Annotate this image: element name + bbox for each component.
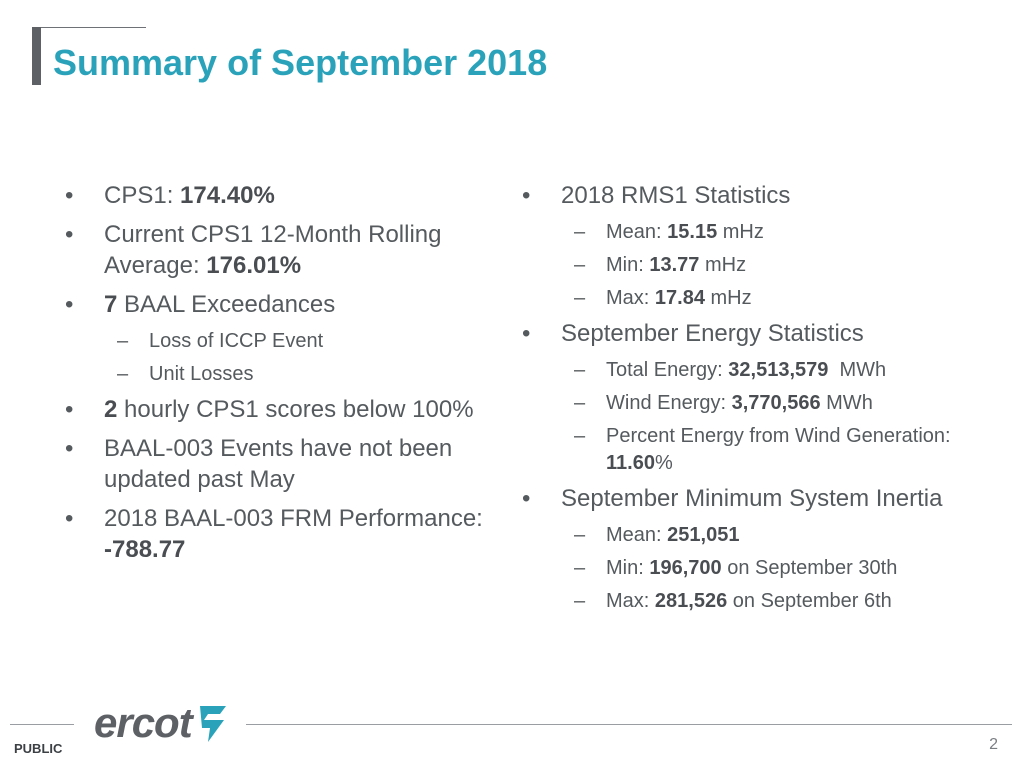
sub-bullet-dash: – — [574, 359, 586, 381]
sub-bullet-dash: – — [117, 330, 129, 352]
total-energy-label: Total Energy: — [606, 359, 729, 381]
frm-label: 2018 BAAL-003 FRM Performance: — [104, 505, 483, 532]
bullet-dot: • — [65, 291, 74, 318]
page-number: 2 — [989, 736, 998, 753]
baal003-events-text: BAAL-003 Events have not been updated pa… — [104, 435, 453, 493]
bullet-dot: • — [522, 182, 531, 209]
inertia-min-suffix: on September 30th — [721, 557, 898, 579]
hourly-label: hourly CPS1 scores below 100% — [117, 396, 474, 423]
sub-bullet-dash: – — [574, 221, 586, 243]
sub-bullet-inertia-min: – Min: 196,700 on September 30th — [515, 555, 1005, 582]
sub-bullet-dash: – — [574, 590, 586, 612]
title-accent-line — [36, 27, 146, 28]
rms1-max-unit: mHz — [704, 287, 752, 309]
total-energy-value: 32,513,579 — [728, 359, 829, 381]
rolling-value: 176.01% — [206, 252, 302, 279]
total-energy-unit: MWh — [828, 359, 887, 381]
bullet-dot: • — [65, 221, 74, 248]
sub-bullet-total-energy: – Total Energy: 32,513,579 MWh — [515, 357, 1005, 384]
sub-bullet-unit-losses: – Unit Losses — [58, 361, 518, 388]
wind-energy-label: Wind Energy: — [606, 392, 732, 414]
title-accent-bar — [32, 27, 41, 85]
baal-sub-unit-losses: Unit Losses — [149, 363, 254, 385]
bullet-cps1: • CPS1: 174.40% — [58, 180, 518, 211]
inertia-min-label: Min: — [606, 557, 650, 579]
inertia-mean-label: Mean: — [606, 524, 668, 546]
cps1-value: 174.40% — [180, 182, 275, 209]
baal-sub-iccp: Loss of ICCP Event — [149, 330, 324, 352]
frm-value: -788.77 — [104, 536, 186, 563]
sub-bullet-dash: – — [574, 557, 586, 579]
wind-energy-unit: MWh — [820, 392, 873, 414]
rms1-min-label: Min: — [606, 254, 650, 276]
rms1-mean-value: 15.15 — [667, 221, 718, 243]
sub-bullet-dash: – — [574, 524, 586, 546]
inertia-mean-value: 251,051 — [667, 524, 740, 546]
bullet-dot: • — [65, 182, 74, 209]
bullet-baal-exceedances: • 7 BAAL Exceedances — [58, 289, 518, 320]
wind-energy-value: 3,770,566 — [731, 392, 821, 414]
bullet-energy-statistics: • September Energy Statistics — [515, 318, 1005, 349]
sub-bullet-dash: – — [574, 425, 586, 447]
right-column: • 2018 RMS1 Statistics – Mean: 15.15 mHz… — [515, 180, 1005, 621]
sub-bullet-inertia-max: – Max: 281,526 on September 6th — [515, 588, 1005, 615]
footer-divider-left — [10, 724, 74, 725]
inertia-max-label: Max: — [606, 590, 655, 612]
sub-bullet-dash: – — [574, 392, 586, 414]
left-column: • CPS1: 174.40% • Current CPS1 12-Month … — [58, 180, 518, 573]
inertia-max-value: 281,526 — [654, 590, 728, 612]
baal-count: 7 — [104, 291, 118, 318]
sub-bullet-dash: – — [574, 287, 586, 309]
bullet-dot: • — [65, 435, 74, 462]
bullet-hourly-cps1: • 2 hourly CPS1 scores below 100% — [58, 394, 518, 425]
rms1-heading: 2018 RMS1 Statistics — [561, 182, 791, 209]
sub-bullet-inertia-mean: – Mean: 251,051 — [515, 522, 1005, 549]
bullet-system-inertia: • September Minimum System Inertia — [515, 483, 1005, 514]
inertia-max-suffix: on September 6th — [727, 590, 892, 612]
footer-divider-right — [246, 724, 1012, 725]
slide-title: Summary of September 2018 — [53, 42, 548, 83]
energy-heading: September Energy Statistics — [561, 320, 864, 347]
sub-bullet-percent-wind: – Percent Energy from Wind Generation: 1… — [515, 423, 1005, 477]
bullet-baal003-events: • BAAL-003 Events have not been updated … — [58, 433, 518, 495]
bullet-frm-performance: • 2018 BAAL-003 FRM Performance: -788.77 — [58, 503, 518, 565]
bullet-dot: • — [65, 396, 74, 423]
hourly-count: 2 — [104, 396, 118, 423]
classification-label: PUBLIC — [14, 741, 63, 756]
rms1-mean-unit: mHz — [717, 221, 764, 243]
percent-wind-unit: % — [654, 452, 673, 474]
inertia-heading: September Minimum System Inertia — [561, 485, 943, 512]
rms1-max-label: Max: — [606, 287, 655, 309]
sub-bullet-rms1-min: – Min: 13.77 mHz — [515, 252, 1005, 279]
logo-lightning-icon — [199, 706, 226, 742]
percent-wind-value: 11.60 — [606, 452, 655, 474]
bullet-rolling-average: • Current CPS1 12-Month Rolling Average:… — [58, 219, 518, 281]
sub-bullet-wind-energy: – Wind Energy: 3,770,566 MWh — [515, 390, 1005, 417]
rms1-min-value: 13.77 — [649, 254, 700, 276]
ercot-logo: ercot — [94, 700, 234, 746]
rms1-mean-label: Mean: — [606, 221, 668, 243]
rolling-label: Current CPS1 12-Month Rolling Average: — [104, 221, 442, 279]
baal-label: BAAL Exceedances — [117, 291, 336, 318]
bullet-dot: • — [65, 505, 74, 532]
inertia-min-value: 196,700 — [649, 557, 722, 579]
bullet-dot: • — [522, 320, 531, 347]
sub-bullet-iccp: – Loss of ICCP Event — [58, 328, 518, 355]
bullet-dot: • — [522, 485, 531, 512]
sub-bullet-rms1-mean: – Mean: 15.15 mHz — [515, 219, 1005, 246]
logo-wordmark: ercot — [94, 699, 193, 746]
sub-bullet-rms1-max: – Max: 17.84 mHz — [515, 285, 1005, 312]
sub-bullet-dash: – — [574, 254, 586, 276]
cps1-label: CPS1: — [104, 182, 181, 209]
sub-bullet-dash: – — [117, 363, 129, 385]
rms1-max-value: 17.84 — [654, 287, 705, 309]
percent-wind-label: Percent Energy from Wind Generation: — [606, 425, 951, 447]
rms1-min-unit: mHz — [699, 254, 747, 276]
bullet-rms1: • 2018 RMS1 Statistics — [515, 180, 1005, 211]
